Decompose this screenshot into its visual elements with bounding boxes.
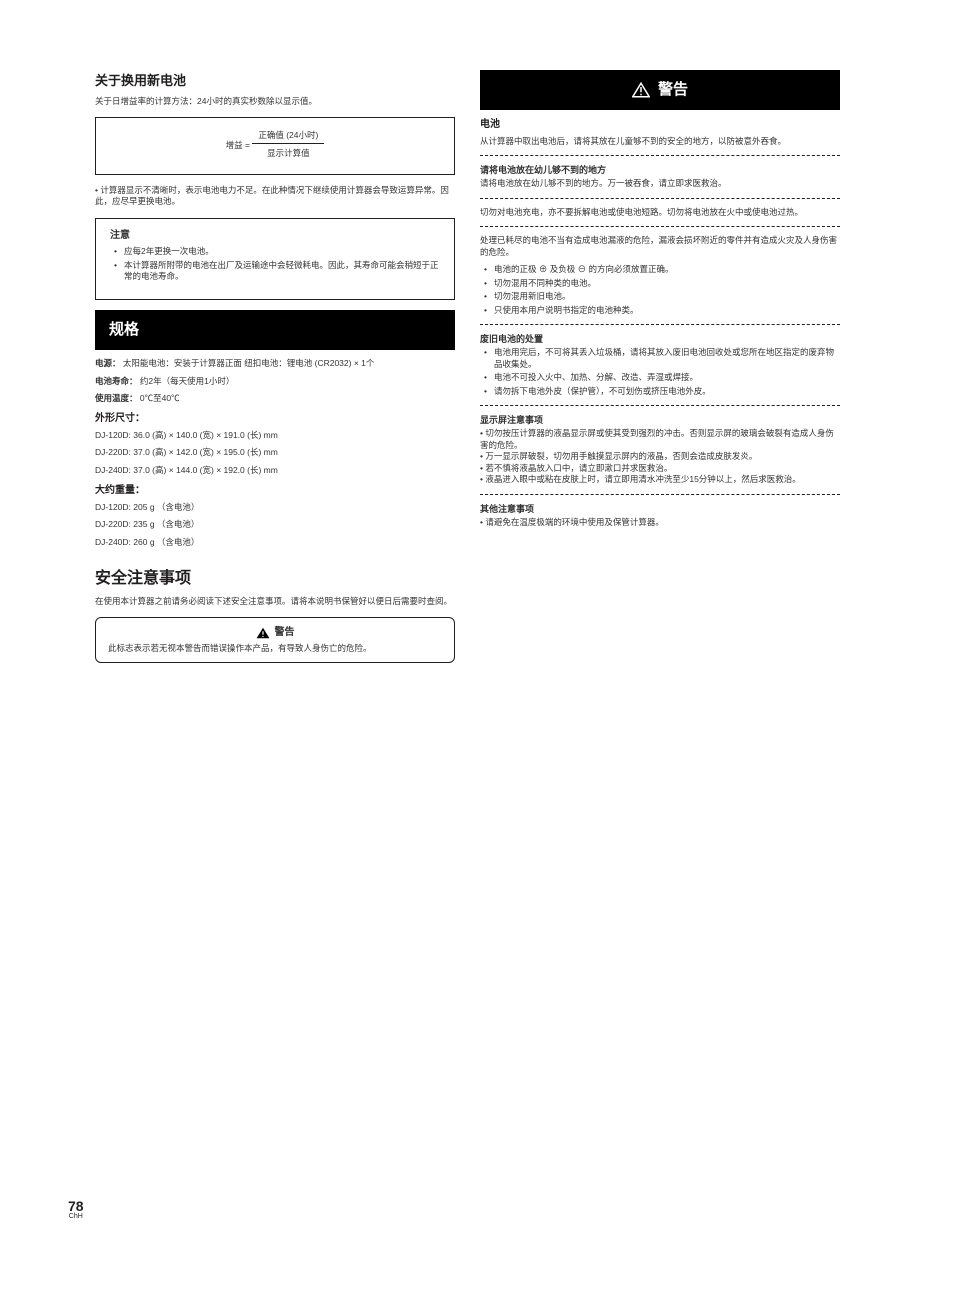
warning-icon	[632, 82, 650, 98]
notes-title: 注意	[110, 229, 440, 243]
gain-intro: 关于日增益率的计算方法：24小时的真实秒数除以显示值。	[95, 96, 455, 107]
page-number: 78 ChH	[68, 1199, 84, 1220]
dim-dj220d: DJ-220D: 37.0 (高) × 142.0 (宽) × 195.0 (长…	[95, 447, 455, 458]
q4-list: 电池用完后，不可将其丢入垃圾桶，请将其放入废旧电池回收处或您所在地区指定的废弃物…	[480, 347, 840, 397]
q6-head: 其他注意事项	[480, 503, 840, 515]
weight-dj120d: DJ-120D: 205 g （含电池）	[95, 502, 455, 513]
weight-dj220d: DJ-220D: 235 g （含电池）	[95, 519, 455, 530]
dash-divider	[480, 405, 840, 406]
dash-divider	[480, 324, 840, 325]
list-item: 切勿混用不同种类的电池。	[484, 278, 840, 289]
heading-changing-battery: 关于换用新电池	[95, 72, 455, 90]
q3-list: 电池的正极 ⊕ 及负极 ⊖ 的方向必须放置正确。 切勿混用不同种类的电池。 切勿…	[480, 264, 840, 316]
list-item: 电池的正极 ⊕ 及负极 ⊖ 的方向必须放置正确。	[484, 264, 840, 275]
q3-text: 处理已耗尽的电池不当有造成电池漏液的危险，漏液会损坏附近的零件并有造成火灾及人身…	[480, 235, 840, 258]
list-item: 切勿混用新旧电池。	[484, 291, 840, 302]
q2-text: 切勿对电池充电，亦不要拆解电池或使电池短路。切勿将电池放在火中或使电池过热。	[480, 207, 840, 218]
spec-temp: 使用温度： 0℃至40℃	[95, 393, 455, 404]
left-column: 关于换用新电池 关于日增益率的计算方法：24小时的真实秒数除以显示值。 增益 =…	[95, 60, 455, 673]
list-item: 本计算器所附带的电池在出厂及运输途中会轻微耗电。因此，其寿命可能会稍短于正常的电…	[114, 260, 440, 283]
warning-icon	[256, 627, 270, 639]
list-item: 电池用完后，不可将其丢入垃圾桶，请将其放入废旧电池回收处或您所在地区指定的废弃物…	[484, 347, 840, 370]
gain-den: 显示计算值	[261, 148, 316, 161]
section-q1: 请将电池放在幼儿够不到的地方	[480, 164, 840, 176]
weight-dj240d: DJ-240D: 260 g （含电池）	[95, 537, 455, 548]
warning-box: 警告 此标志表示若无视本警告而错误操作本产品，有导致人身伤亡的危险。	[95, 617, 455, 663]
notes-box: 注意 应每2年更换一次电池。 本计算器所附带的电池在出厂及运输途中会轻微耗电。因…	[95, 218, 455, 300]
q1-text: 请将电池放在幼儿够不到的地方。万一被吞食，请立即求医救治。	[480, 178, 840, 189]
gain-label: 增益 =	[226, 140, 250, 150]
warning-title: 警告	[108, 626, 442, 640]
list-item: 电池不可投入火中、加热、分解、改造、弄湿或焊接。	[484, 372, 840, 383]
q5-text: • 切勿按压计算器的液晶显示屏或使其受到强烈的冲击。否则显示屏的玻璃会破裂有造成…	[480, 428, 840, 485]
spec-power: 电源： 太阳能电池：安装于计算器正面 纽扣电池：锂电池 (CR2032) × 1…	[95, 358, 455, 369]
spec-heading: 规格	[109, 320, 139, 340]
battery-low-text: • 计算器显示不清晰时，表示电池电力不足。在此种情况下继续使用计算器会导致运算异…	[95, 185, 455, 208]
list-item: 应每2年更换一次电池。	[114, 246, 440, 257]
dash-divider	[480, 494, 840, 495]
list-item: 请勿拆下电池外皮（保护管），不可划伤或挤压电池外皮。	[484, 386, 840, 397]
spec-life: 电池寿命： 约2年（每天使用1小时）	[95, 376, 455, 387]
q6-text: • 请避免在温度极端的环境中使用及保管计算器。	[480, 517, 840, 528]
spec-header: 规格	[95, 310, 455, 350]
dash-divider	[480, 198, 840, 199]
dim-dj120d: DJ-120D: 36.0 (高) × 140.0 (宽) × 191.0 (长…	[95, 430, 455, 441]
weight-heading: 大约重量：	[95, 484, 455, 498]
q5-head: 显示屏注意事项	[480, 414, 840, 426]
notes-list: 应每2年更换一次电池。 本计算器所附带的电池在出厂及运输途中会轻微耗电。因此，其…	[110, 246, 440, 282]
list-item: 只使用本用户说明书指定的电池种类。	[484, 305, 840, 316]
safety-heading: 安全注意事项	[95, 568, 455, 590]
right-column: 警告 电池 从计算器中取出电池后，请将其放在儿童够不到的安全的地方，以防被意外吞…	[480, 60, 840, 673]
warning-blackbar: 警告	[480, 70, 840, 110]
dim-dj240d: DJ-240D: 37.0 (高) × 144.0 (宽) × 192.0 (长…	[95, 465, 455, 476]
warning-text: 此标志表示若无视本警告而错误操作本产品，有导致人身伤亡的危险。	[108, 643, 442, 654]
battery-title: 电池	[480, 118, 840, 132]
formula-box: 增益 = 正确值 (24小时) 显示计算值	[95, 117, 455, 175]
battery-lead: 从计算器中取出电池后，请将其放在儿童够不到的安全的地方，以防被意外吞食。	[480, 136, 840, 147]
dash-divider	[480, 226, 840, 227]
gain-num: 正确值 (24小时)	[252, 130, 324, 144]
dash-divider	[480, 155, 840, 156]
dimensions-heading: 外形尺寸：	[95, 412, 455, 426]
safety-text: 在使用本计算器之前请务必阅读下述安全注意事项。请将本说明书保管好以便日后需要时查…	[95, 596, 455, 607]
q4-head: 废旧电池的处置	[480, 333, 840, 345]
